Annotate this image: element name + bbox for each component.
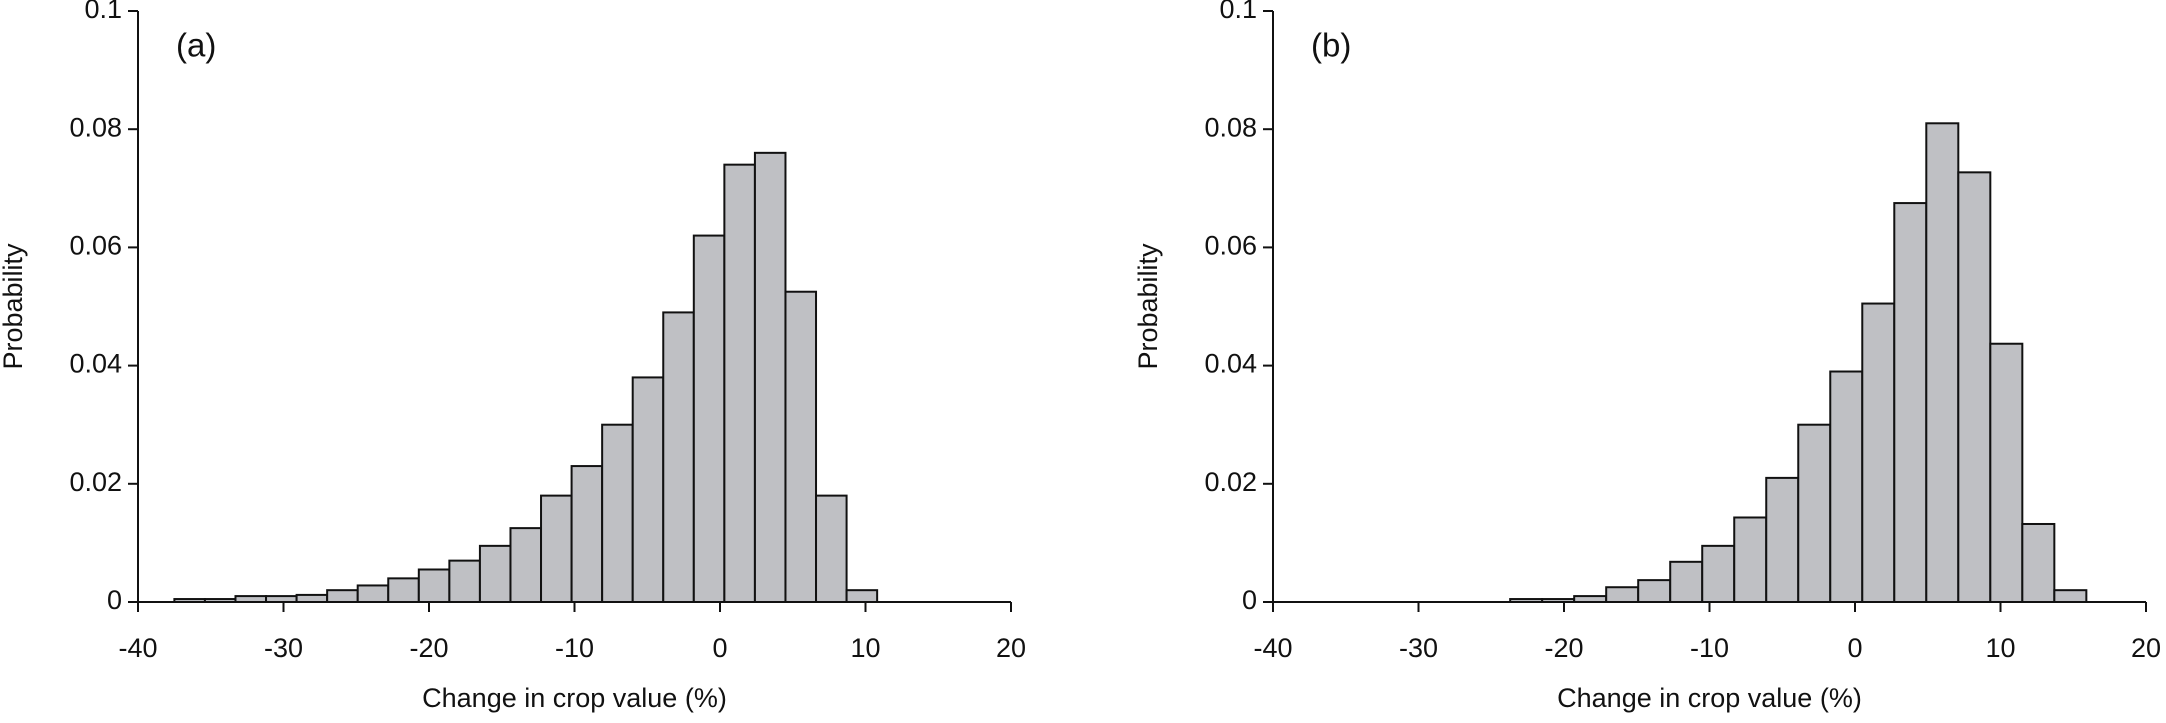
y-tick-label: 0.04 [1204,349,1257,379]
bar [601,423,634,604]
bar [295,593,329,604]
y-tick-label: 0 [107,585,122,615]
bar [570,465,604,603]
bar [1765,476,1800,604]
x-tick-label: -30 [1399,633,1438,663]
bar [417,568,451,603]
x-tick-label: 20 [996,633,1026,663]
bar [815,494,848,603]
y-tick-label: 0.02 [1204,467,1257,497]
bar [1893,202,1928,603]
bar [356,584,390,604]
x-tick-label: -10 [555,633,594,663]
x-tick-label: -20 [1544,633,1583,663]
y-tick-label: 0.06 [1204,231,1257,261]
y-tick-label: 0.08 [69,112,122,142]
y-tick-label: 0 [1242,585,1257,615]
x-tick-label: 0 [712,633,727,663]
x-tick-label: -10 [1690,633,1729,663]
y-tick-label: 0.1 [1219,0,1257,24]
bar [692,234,726,604]
bar [1861,302,1896,603]
x-tick-label: 10 [1985,633,2015,663]
bar [2021,522,2056,603]
bar [1733,516,1768,603]
bar [1669,560,1704,604]
y-tick-label: 0.04 [69,349,122,379]
bar [662,311,695,603]
x-tick-label: 10 [850,633,880,663]
y-axis-label: Probability [1133,243,1163,370]
bar [753,151,787,603]
bar [845,589,879,603]
bar [631,376,665,604]
bar [1637,579,1672,603]
y-tick-label: 0.1 [84,0,122,24]
bar [387,577,420,603]
bar [448,559,481,604]
bar [326,589,359,603]
bar [1829,370,1864,604]
x-axis-label: Change in crop value (%) [422,683,727,713]
bar [723,163,756,603]
y-axis-label: Probability [0,243,28,370]
x-tick-label: 0 [1847,633,1862,663]
panel-label: (a) [176,27,216,64]
bar [478,544,512,603]
y-tick-label: 0.02 [69,467,122,497]
bar [540,494,573,603]
bar [1925,122,1960,603]
panel-label: (b) [1311,27,1351,64]
bar [509,527,543,603]
x-tick-label: -20 [409,633,448,663]
bar [1605,586,1640,603]
x-tick-label: -40 [1253,633,1292,663]
bar [784,290,818,603]
bar [1989,342,2024,603]
bar [1957,171,1992,604]
y-tick-label: 0.08 [1204,112,1257,142]
x-tick-label: -40 [118,633,157,663]
bar [1701,544,1736,603]
x-tick-label: -30 [264,633,303,663]
bar [1797,423,1832,604]
bar [2053,589,2088,603]
x-axis-label: Change in crop value (%) [1557,683,1862,713]
x-tick-label: 20 [2131,633,2161,663]
y-tick-label: 0.06 [69,231,122,261]
